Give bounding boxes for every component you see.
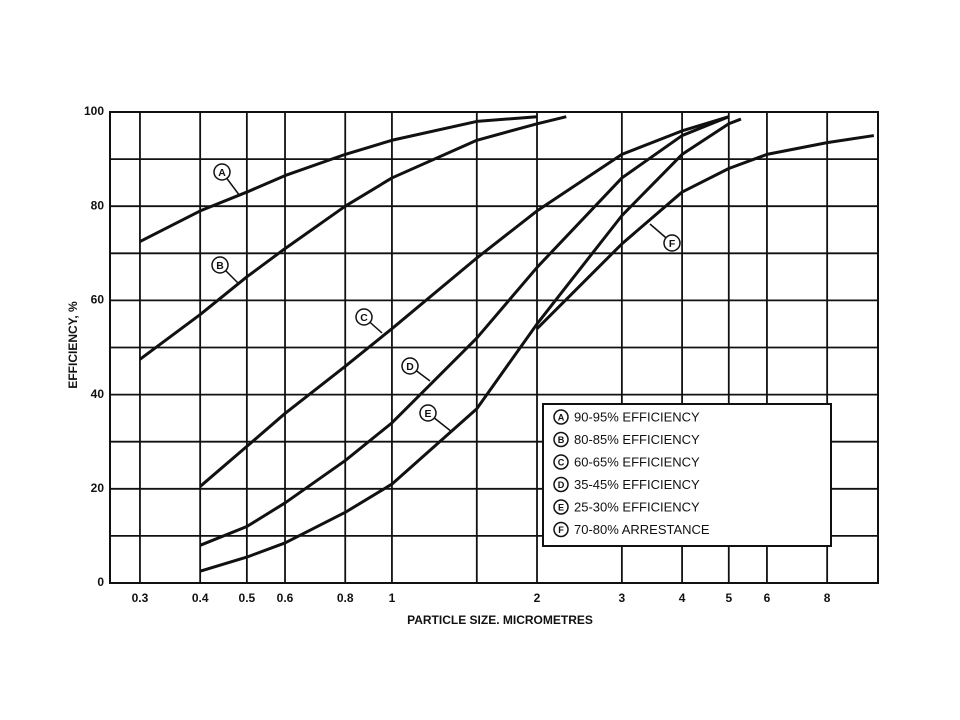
- legend-letter-circle: [553, 454, 569, 470]
- plot-frame: [109, 111, 879, 584]
- curve-label: C: [360, 313, 368, 324]
- y-tick-label: 60: [91, 293, 105, 307]
- x-tick-label: 4: [679, 591, 686, 605]
- x-tick-label: 5: [725, 591, 732, 605]
- y-axis-title: EFFICIENCY, %: [66, 301, 80, 389]
- legend-label: 90-95% EFFICIENCY: [574, 409, 700, 424]
- legend-label: 70-80% ARRESTANCE: [574, 522, 710, 537]
- x-tick-label: 0.5: [239, 591, 256, 605]
- legend-letter: C: [558, 457, 565, 467]
- x-axis-title: PARTICLE SIZE. MICROMETRES: [407, 613, 593, 627]
- y-tick-label: 80: [91, 198, 105, 212]
- x-tick-label: 0.8: [337, 591, 354, 605]
- curve: [139, 115, 567, 361]
- legend-letter: D: [558, 480, 565, 490]
- curve-label: E: [425, 409, 432, 420]
- curve: [199, 115, 730, 547]
- legend-letter-circle: [553, 476, 569, 493]
- y-tick-label: 20: [91, 481, 105, 495]
- curve-label: D: [406, 362, 414, 373]
- curve-label-circle: [663, 234, 681, 252]
- x-tick-label: 2: [534, 591, 541, 605]
- curve-label-circle: [419, 404, 437, 422]
- curve: [199, 115, 730, 488]
- x-tick-label: 6: [764, 591, 771, 605]
- legend-letter: E: [558, 502, 564, 512]
- curve: [139, 115, 538, 243]
- curve-label-circle: [211, 256, 229, 274]
- legend-letter-circle: [553, 431, 569, 448]
- x-tick-label: 0.4: [192, 591, 209, 605]
- legend-label: 25-30% EFFICIENCY: [574, 499, 700, 514]
- curve-label: A: [218, 168, 226, 179]
- legend-letter: B: [558, 435, 565, 445]
- legend-letter-circle: [553, 499, 569, 515]
- y-tick-label: 0: [97, 575, 104, 589]
- legend-letter-circle: [553, 521, 569, 538]
- legend-letter: F: [558, 525, 564, 535]
- curve-label-circle: [213, 163, 231, 181]
- legend-label: 80-85% EFFICIENCY: [574, 432, 700, 447]
- x-tick-label: 8: [824, 591, 831, 605]
- x-tick-label: 1: [389, 591, 396, 605]
- legend-letter-circle: [553, 409, 569, 425]
- curve-label-circle: [401, 357, 419, 375]
- y-tick-label: 100: [84, 104, 104, 118]
- curve: [535, 134, 875, 330]
- legend: A 90-95% EFFICIENCY B 80-85% EFFICIENCY C 60-…: [542, 403, 832, 547]
- curve-label-circle: [355, 308, 373, 326]
- x-tick-label: 0.6: [277, 591, 294, 605]
- x-tick-label: 3: [619, 591, 626, 605]
- legend-box: [542, 403, 832, 547]
- legend-letter: A: [558, 412, 565, 422]
- curve-label: B: [216, 261, 224, 272]
- y-tick-label: 40: [91, 387, 105, 401]
- x-tick-label: 0.3: [132, 591, 149, 605]
- legend-label: 35-45% EFFICIENCY: [574, 477, 700, 492]
- curve: [199, 117, 742, 573]
- legend-label: 60-65% EFFICIENCY: [574, 454, 700, 469]
- curve-label: F: [669, 239, 675, 250]
